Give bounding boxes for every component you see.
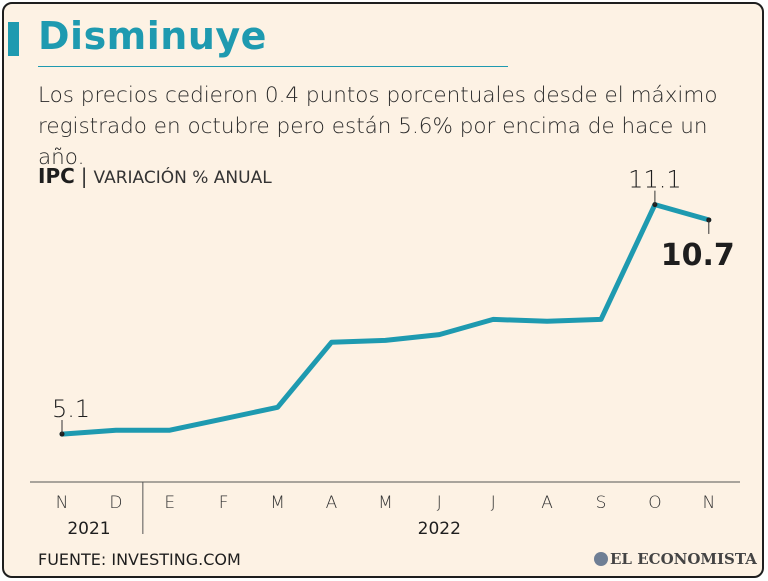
x-tick-label: O: [648, 493, 661, 513]
x-tick-label: J: [491, 493, 496, 513]
metric-separator: |: [80, 164, 88, 188]
brand-logo: EL ECONOMISTA: [594, 550, 757, 568]
x-tick-label: A: [541, 493, 553, 513]
title-divider: [38, 66, 508, 67]
x-tick-label: N: [702, 493, 715, 513]
x-tick-label: F: [219, 493, 229, 513]
chart-subtitle: Los precios cedieron 0.4 puntos porcentu…: [38, 83, 718, 170]
brand-name: EL ECONOMISTA: [610, 550, 757, 568]
x-tick-label: D: [109, 493, 122, 513]
chart-title: Disminuye: [38, 14, 267, 58]
x-tick-label: A: [326, 493, 338, 513]
year-label: 2021: [67, 519, 110, 539]
brand-logo-icon: [594, 552, 608, 566]
year-label: 2022: [418, 519, 461, 539]
x-tick-label: J: [437, 493, 442, 513]
x-tick-label: N: [56, 493, 69, 513]
x-tick-label: S: [596, 493, 607, 513]
series-line: [59, 202, 712, 437]
title-accent-bar: [8, 22, 19, 56]
x-tick-label: M: [378, 493, 393, 513]
x-tick-label: E: [164, 493, 175, 513]
metric-name: IPC: [38, 164, 75, 188]
data-label: 5.1: [52, 395, 90, 423]
metric-label: IPC | VARIACIÓN % ANUAL: [38, 164, 272, 188]
data-label: 11.1: [628, 166, 681, 194]
source-note: FUENTE: INVESTING.COM: [38, 550, 241, 569]
x-tick-label: M: [270, 493, 285, 513]
data-label: 10.7: [661, 238, 735, 273]
metric-description: VARIACIÓN % ANUAL: [93, 168, 272, 188]
